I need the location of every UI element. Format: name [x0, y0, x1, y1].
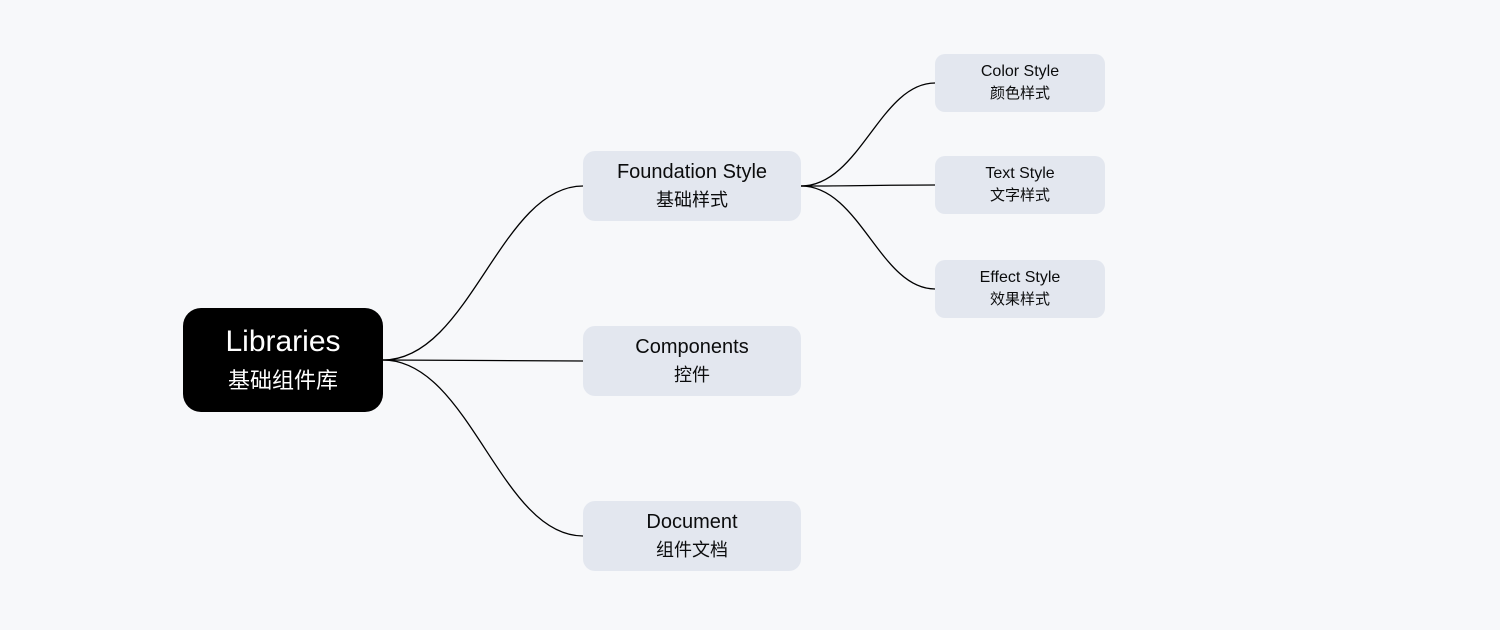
node-text-style: Text Style 文字样式: [935, 156, 1105, 214]
node-components: Components 控件: [583, 326, 801, 396]
node-effect-style: Effect Style 效果样式: [935, 260, 1105, 318]
node-title-zh: 基础组件库: [228, 363, 338, 395]
node-root-libraries: Libraries 基础组件库: [183, 308, 383, 412]
node-title-zh: 基础样式: [656, 186, 728, 212]
node-title-en: Document: [646, 511, 737, 534]
node-title-en: Components: [635, 336, 748, 359]
node-title-zh: 效果样式: [990, 288, 1050, 309]
node-title-en: Text Style: [985, 165, 1054, 183]
node-title-en: Effect Style: [980, 269, 1061, 287]
node-color-style: Color Style 颜色样式: [935, 54, 1105, 112]
node-title-en: Libraries: [225, 325, 340, 359]
node-foundation-style: Foundation Style 基础样式: [583, 151, 801, 221]
node-title-zh: 文字样式: [990, 184, 1050, 205]
node-title-zh: 组件文档: [656, 536, 728, 562]
node-title-zh: 颜色样式: [990, 82, 1050, 103]
node-document: Document 组件文档: [583, 501, 801, 571]
node-title-en: Color Style: [981, 63, 1059, 81]
node-title-en: Foundation Style: [617, 161, 767, 184]
node-title-zh: 控件: [674, 361, 710, 387]
